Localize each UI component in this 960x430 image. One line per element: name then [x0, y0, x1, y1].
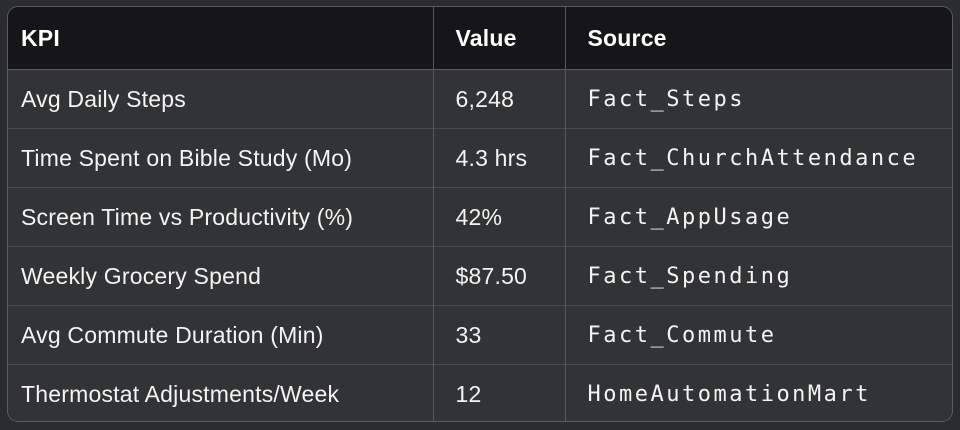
cell-source: Fact_Spending: [564, 246, 952, 306]
table-row: Weekly Grocery Spend $87.50 Fact_Spendin…: [8, 246, 952, 306]
table-row: Screen Time vs Productivity (%) 42% Fact…: [8, 187, 952, 247]
table-row: Avg Commute Duration (Min) 33 Fact_Commu…: [8, 305, 952, 365]
column-header-value: Value: [432, 7, 565, 70]
cell-value: $87.50: [432, 246, 565, 306]
cell-value: 33: [432, 305, 565, 365]
cell-value: 12: [432, 364, 565, 421]
table-row: Time Spent on Bible Study (Mo) 4.3 hrs F…: [8, 128, 952, 188]
cell-source: Fact_AppUsage: [564, 187, 952, 247]
cell-value: 42%: [432, 187, 565, 247]
cell-value: 4.3 hrs: [432, 128, 565, 188]
table-row: Thermostat Adjustments/Week 12 HomeAutom…: [8, 364, 952, 421]
table-row: Avg Daily Steps 6,248 Fact_Steps: [8, 69, 952, 129]
kpi-table-container: KPI Value Source Avg Daily Steps 6,248 F…: [7, 6, 953, 422]
cell-kpi: Weekly Grocery Spend: [8, 246, 433, 306]
table-header-row: KPI Value Source: [8, 7, 952, 70]
cell-kpi: Avg Commute Duration (Min): [8, 305, 433, 365]
cell-value: 6,248: [432, 69, 565, 129]
cell-kpi: Time Spent on Bible Study (Mo): [8, 128, 433, 188]
cell-kpi: Screen Time vs Productivity (%): [8, 187, 433, 247]
cell-source: Fact_Steps: [564, 69, 952, 129]
cell-source: Fact_Commute: [564, 305, 952, 365]
cell-kpi: Thermostat Adjustments/Week: [8, 364, 433, 421]
column-header-kpi: KPI: [8, 7, 433, 70]
cell-kpi: Avg Daily Steps: [8, 69, 433, 129]
kpi-table: KPI Value Source Avg Daily Steps 6,248 F…: [8, 7, 952, 421]
column-header-source: Source: [564, 7, 952, 70]
cell-source: HomeAutomationMart: [564, 364, 952, 421]
cell-source: Fact_ChurchAttendance: [564, 128, 952, 188]
